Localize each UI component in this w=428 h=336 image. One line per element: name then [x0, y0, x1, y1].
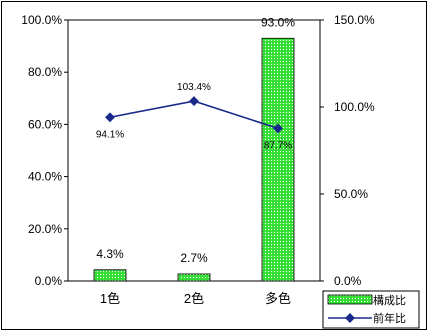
line-series — [105, 96, 283, 134]
right-axis-tick-label: 100.0% — [334, 100, 375, 114]
bar-labels: 4.3% 2.7% 93.0% — [96, 15, 295, 265]
bar — [93, 269, 127, 282]
legend-label-bar: 構成比 — [373, 294, 406, 307]
left-axis-tick-label: 0.0% — [35, 274, 63, 288]
line-point — [273, 123, 283, 134]
legend-line-marker — [345, 313, 355, 323]
bar-data-label: 4.3% — [96, 247, 124, 261]
x-axis-labels: 1色 2色 多色 — [100, 291, 291, 306]
left-axis-tick-label: 80.0% — [28, 65, 62, 79]
x-axis-tick-label: 多色 — [265, 291, 291, 306]
left-axis: 0.0% 20.0% 40.0% 60.0% 80.0% 100.0% — [21, 13, 68, 288]
legend: 構成比 前年比 — [322, 290, 420, 329]
bar-series — [93, 37, 295, 282]
left-axis-tick-label: 40.0% — [28, 170, 62, 184]
bar — [261, 37, 295, 282]
left-axis-tick-label: 20.0% — [28, 222, 62, 236]
right-axis-tick-label: 150.0% — [334, 13, 375, 27]
line-data-label: 87.7% — [264, 140, 292, 151]
bar — [177, 273, 211, 282]
bar-data-label: 2.7% — [180, 251, 208, 265]
left-axis-tick-label: 100.0% — [21, 13, 62, 27]
bar-data-label: 93.0% — [261, 15, 295, 29]
line-point — [189, 96, 199, 107]
right-axis-tick-label: 0.0% — [334, 274, 362, 288]
right-axis-tick-label: 50.0% — [334, 187, 368, 201]
line-data-label: 103.4% — [177, 82, 211, 93]
line-data-label: 94.1% — [96, 129, 124, 140]
legend-label-line: 前年比 — [373, 311, 406, 325]
left-axis-tick-label: 60.0% — [28, 117, 62, 131]
line-labels: 94.1% 103.4% 87.7% — [96, 82, 292, 151]
right-axis: 0.0% 50.0% 100.0% 150.0% — [320, 13, 375, 288]
line-point — [105, 112, 115, 123]
x-axis-tick-label: 1色 — [100, 291, 120, 306]
legend-swatch-bar — [327, 294, 373, 305]
x-axis-tick-label: 2色 — [184, 291, 204, 306]
